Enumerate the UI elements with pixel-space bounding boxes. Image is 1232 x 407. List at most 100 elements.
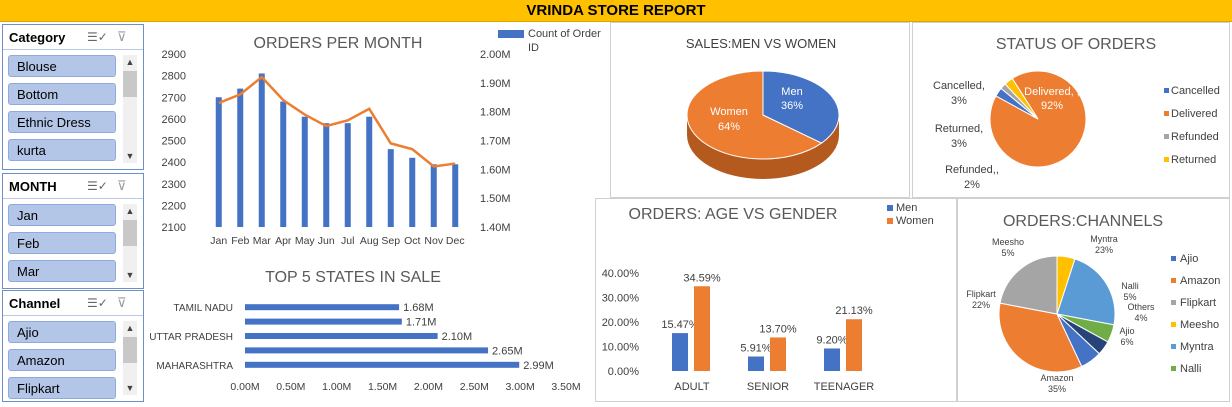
scroll-up-icon[interactable]: ▲ [125, 323, 135, 333]
legend-swatch [887, 205, 893, 211]
x-tick-label: Oct [404, 235, 420, 247]
chart-title: TOP 5 STATES IN SALE [265, 269, 441, 286]
x-tick-label: 2.00M [414, 381, 443, 393]
clear-filter-icon[interactable]: ⊽ [117, 178, 127, 193]
age-gender-chart: ORDERS: AGE VS GENDER 40.00% 30.00% 20.00% 1… [602, 202, 934, 393]
y-tick-label: 10.00% [602, 342, 640, 354]
bar [280, 101, 287, 227]
legend-swatch [1171, 344, 1176, 349]
slice-pct: 64% [718, 121, 740, 133]
bar [323, 123, 330, 227]
legend-swatch [1164, 88, 1169, 93]
slice-pct: 6% [1120, 337, 1133, 347]
data-label: 5.91% [740, 343, 771, 355]
legend-swatch [1164, 134, 1169, 139]
slicer-item-bottom[interactable]: Bottom [8, 83, 116, 105]
chart-title: SALES:MEN VS WOMEN [686, 36, 836, 51]
y2-tick-label: 1.50M [480, 193, 511, 205]
scroll-up-icon[interactable]: ▲ [125, 206, 135, 216]
bar [245, 333, 438, 339]
y-tick-label: MAHARASHTRA [156, 361, 233, 372]
slicer-item-mar[interactable]: Mar [8, 260, 116, 282]
scroll-down-icon[interactable]: ▼ [125, 151, 135, 161]
slicer-item-ethnic-dress[interactable]: Ethnic Dress [8, 111, 116, 133]
clear-filter-icon[interactable]: ⊽ [117, 29, 127, 44]
pie-slice-men [762, 70, 840, 144]
report-title: VRINDA STORE REPORT [0, 0, 1232, 22]
bar [344, 123, 351, 227]
scroll-thumb[interactable] [123, 337, 137, 363]
slicer-header: MONTH ☰✓ ⊽ [3, 174, 143, 199]
slice-label: Refunded,, [945, 164, 999, 176]
slice-pct: 4% [1134, 313, 1147, 323]
slicer-scrollbar[interactable]: ▲ ▼ [123, 321, 137, 395]
sales-line [218, 75, 456, 168]
bar [672, 333, 688, 371]
category-slicer[interactable]: Category ☰✓ ⊽ Blouse Bottom Ethnic Dress… [2, 24, 144, 170]
bar [258, 73, 265, 228]
slicer-item-blouse[interactable]: Blouse [8, 55, 116, 77]
y2-tick-label: 1.80M [480, 107, 511, 119]
data-label: 21.13% [835, 305, 873, 317]
x-tick-label: Jan [210, 235, 227, 247]
bar [824, 348, 840, 371]
x-tick-label: Jun [318, 235, 335, 247]
data-label: 2.10M [442, 331, 473, 343]
bar [366, 116, 373, 227]
y-tick-label: 2700 [162, 92, 186, 104]
multi-select-icon[interactable]: ☰✓ [87, 30, 108, 44]
channel-slicer[interactable]: Channel ☰✓ ⊽ Ajio Amazon Flipkart ▲ ▼ [2, 290, 144, 402]
legend-swatch [1171, 278, 1176, 283]
scroll-down-icon[interactable]: ▼ [125, 383, 135, 393]
y-tick-label: 30.00% [602, 293, 640, 305]
slice-pct: 92% [1041, 100, 1063, 112]
scroll-up-icon[interactable]: ▲ [125, 57, 135, 67]
legend-label: Count of Order [528, 28, 601, 40]
slicer-item-ajio[interactable]: Ajio [8, 321, 116, 343]
data-label: 2.99M [523, 360, 554, 372]
bar [215, 97, 222, 227]
multi-select-icon[interactable]: ☰✓ [87, 296, 108, 310]
slicer-item-amazon[interactable]: Amazon [8, 349, 116, 371]
slicer-item-feb[interactable]: Feb [8, 232, 116, 254]
bar [748, 356, 764, 371]
clear-filter-icon[interactable]: ⊽ [117, 295, 127, 310]
x-tick-label: Jul [341, 235, 354, 247]
x-tick-label: 1.00M [322, 381, 351, 393]
scroll-down-icon[interactable]: ▼ [125, 270, 135, 280]
data-label: 1.68M [403, 302, 434, 314]
bar [245, 318, 402, 325]
slicer-item-jan[interactable]: Jan [8, 204, 116, 226]
orders-per-month-chart: ORDERS PER MONTH 2900 2800 2700 2600 2500 2400… [162, 28, 602, 247]
legend-swatch [1171, 300, 1176, 305]
x-tick-label: Aug [360, 235, 379, 247]
legend-swatch [1171, 366, 1176, 371]
age-gender-panel: ORDERS: AGE VS GENDER 40.00% 30.00% 20.00% 1… [595, 198, 957, 402]
x-tick-label: Dec [446, 235, 465, 247]
slice-label: Nalli [1121, 281, 1139, 291]
bar [237, 88, 244, 227]
legend-swatch [1164, 111, 1169, 116]
legend-swatch [498, 30, 524, 38]
scroll-thumb[interactable] [123, 71, 137, 97]
order-status-chart: STATUS OF ORDERS Delivered, , 92% Cancelled… [933, 36, 1220, 191]
scroll-thumb[interactable] [123, 220, 137, 246]
multi-select-icon[interactable]: ☰✓ [87, 179, 108, 193]
slicer-item-kurta[interactable]: kurta [8, 139, 116, 161]
slicer-scrollbar[interactable]: ▲ ▼ [123, 55, 137, 163]
month-slicer[interactable]: MONTH ☰✓ ⊽ Jan Feb Mar ▲ ▼ [2, 173, 144, 289]
y-tick-label: 2800 [162, 71, 186, 83]
legend-swatch [887, 218, 893, 224]
slice-pct: 35% [1048, 384, 1066, 394]
slice-label: Others [1127, 302, 1155, 312]
x-tick-label: May [295, 235, 316, 247]
slice-label: Amazon [1040, 373, 1073, 383]
top-states-panel: TOP 5 STATES IN SALE 2.99M MAHARASHTRA 2.65… [148, 256, 594, 402]
legend-label: Returned [1171, 154, 1216, 166]
chart-title: ORDERS:CHANNELS [1003, 213, 1163, 230]
y-tick-label: 2200 [162, 200, 186, 212]
slicer-scrollbar[interactable]: ▲ ▼ [123, 204, 137, 282]
legend-label: ID [528, 42, 539, 54]
slicer-item-flipkart[interactable]: Flipkart [8, 377, 116, 399]
pie-slice-women [686, 70, 823, 160]
